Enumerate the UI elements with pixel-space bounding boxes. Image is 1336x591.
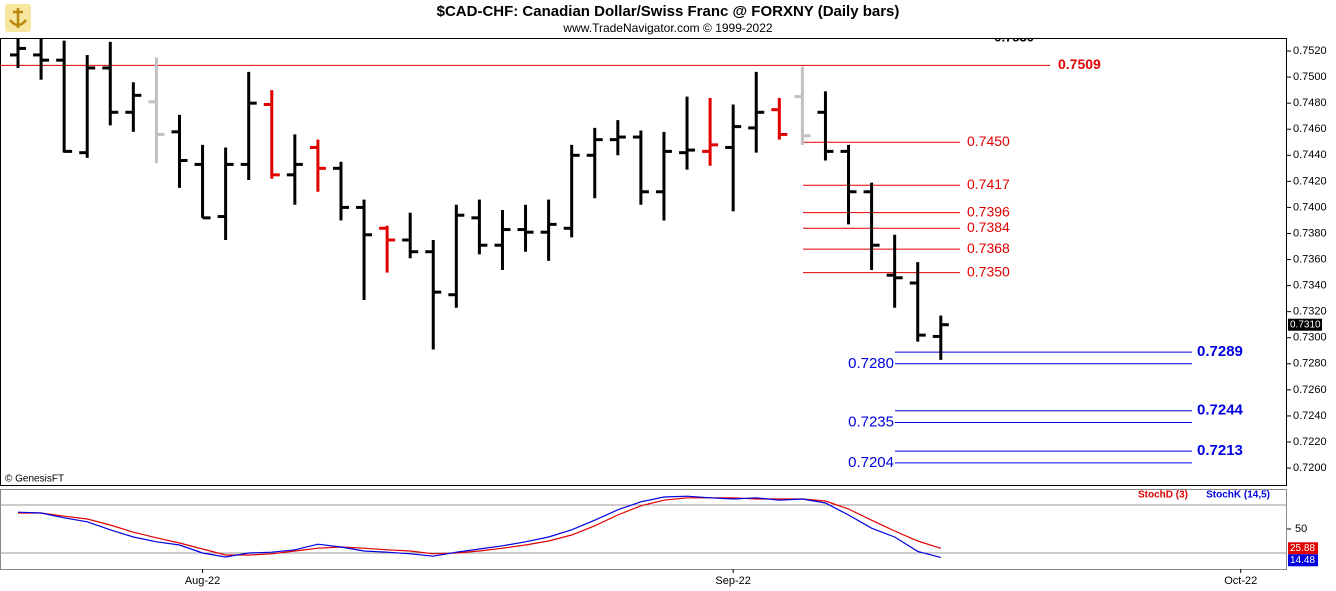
last-price-label: 0.7310 [1290,319,1321,330]
y-tick-label: 0.7260 [1293,384,1327,396]
level-label: 0.7204 [848,454,894,471]
copyright-note: © GenesisFT [5,474,64,485]
legend-entry: StochK (14,5) [1206,490,1270,501]
last-value-box [1288,542,1318,555]
y-tick-label: 0.7520 [1293,45,1327,57]
price-overlay: 0.7200 0.7220 0.7240 0.7260 0.7280 0.7300 0.73… [848,45,1327,474]
level-label: 0.7244 [1197,402,1244,419]
y-tick-label: 0.7320 [1293,306,1327,318]
level-label: 0.7350 [967,263,1010,279]
y-tick-label: 0.7360 [1293,253,1327,265]
y-tick-label: 0.7480 [1293,97,1327,109]
y-tick-label: 0.7420 [1293,175,1327,187]
y-tick-label: 0.7460 [1293,123,1327,135]
stoch-line [17,495,941,558]
x-tick-label: Oct-22 [1224,575,1257,587]
x-tick-label: Sep-22 [715,575,750,587]
y-tick-label: 0.7280 [1293,358,1327,370]
y-tick-label: 0.7440 [1293,149,1327,161]
level-label: 0.7280 [848,355,894,372]
level-label: 0.7235 [848,413,894,430]
y-tick-label: 0.7400 [1293,201,1327,213]
stoch-line [18,497,941,556]
y-tick-label: 0.7220 [1293,436,1327,448]
level-label: 0.7368 [967,240,1010,256]
y-tick-label: 0.7340 [1293,280,1327,292]
last-value-label: 14.48 [1290,555,1315,566]
level-label: 0.7384 [967,219,1010,235]
x-tick-label: Aug-22 [185,575,220,587]
last-value-box [1288,554,1318,567]
y-tick-label: 0.7200 [1293,462,1327,474]
level-label: 0.7213 [1197,442,1243,459]
y-tick-label: 0.7380 [1293,227,1327,239]
last-value-label: 25.88 [1290,543,1315,554]
level-label: 0.7530 [994,29,1034,44]
legend-entry: StochD (3) [1138,490,1188,501]
stoch-panel-frame [0,489,1287,570]
level-label: 0.7417 [967,176,1010,192]
y-tick-label: 50 [1295,523,1307,535]
last-price-box [1288,318,1322,331]
y-tick-label: 0.7300 [1293,332,1327,344]
level-label: 0.7396 [967,203,1010,219]
y-tick-label: 0.7500 [1293,71,1327,83]
y-tick-label: 0.7240 [1293,410,1327,422]
level-label: 0.7509 [1058,56,1101,72]
level-label: 0.7289 [1197,343,1243,360]
chart-title: $CAD-CHF: Canadian Dollar/Swiss Franc @ … [437,3,900,20]
chart-subtitle: www.TradeNavigator.com © 1999-2022 [562,21,772,35]
price-plot: 0.7530 [0,29,1192,464]
level-label: 0.7450 [967,133,1010,149]
logo [5,4,31,32]
